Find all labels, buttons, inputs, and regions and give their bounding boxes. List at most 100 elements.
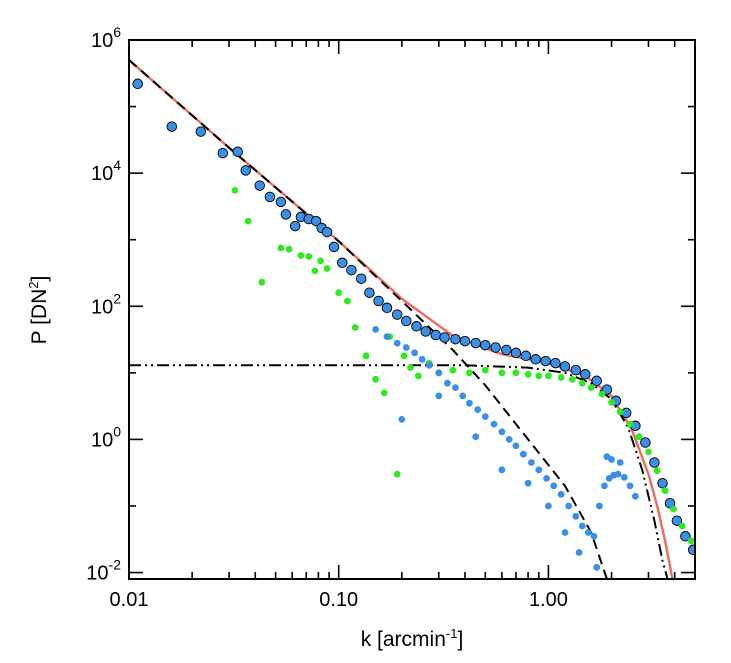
series-0-point-33 (490, 342, 501, 353)
series-1-point-42 (661, 487, 669, 494)
axes: 0.01 0.10 1.00 10-2 100 102 104 106 (86, 24, 696, 611)
series-0-point-27 (430, 329, 441, 341)
series-2-point-48 (616, 459, 624, 466)
series-1-point-31 (557, 374, 565, 381)
series-0-point-38 (540, 355, 551, 367)
series-1-point-3 (277, 244, 285, 252)
series-2-point-25 (572, 512, 580, 520)
series-2-point-41 (524, 479, 532, 487)
series-0-point-31 (470, 337, 481, 349)
series-0-point-40 (559, 361, 571, 372)
series-2-point-42 (545, 502, 552, 510)
series-1-point-34 (587, 384, 595, 391)
series-0-point-29 (450, 333, 461, 345)
series-0-point-2 (195, 126, 207, 137)
series-0-point-51 (664, 497, 676, 509)
x-tick-label-0: 0.01 (110, 589, 149, 611)
series-1-point-35 (598, 390, 606, 398)
series-0-point-7 (264, 191, 276, 203)
series-0-point-21 (373, 295, 384, 307)
series-0-point-25 (411, 321, 422, 332)
series-2-point-9 (452, 384, 459, 391)
series-2-point-36 (632, 492, 639, 500)
series-2-point-38 (435, 392, 443, 400)
series-2-point-40 (498, 466, 506, 474)
series-0-point-37 (530, 354, 541, 365)
series-1-point-13 (362, 352, 370, 360)
series-2-point-15 (498, 428, 506, 436)
series-0-point-17 (337, 257, 348, 269)
series-2-point-23 (557, 490, 565, 498)
series-0-point-1 (166, 121, 178, 132)
series-0-point-28 (439, 332, 450, 343)
y-axis-label: P [DN2] (26, 276, 51, 345)
series-1-point-40 (645, 448, 652, 456)
series-1-point-2 (258, 278, 266, 286)
series-2-point-34 (620, 473, 628, 481)
series-2-point-17 (512, 442, 520, 450)
series-1-point-43 (670, 505, 677, 513)
series-1-point-23 (449, 366, 457, 374)
series-1-point-30 (545, 372, 552, 380)
series-2-point-21 (543, 475, 550, 482)
series-2-point-0 (372, 326, 379, 333)
series-1-point-26 (498, 369, 506, 377)
series-0-point-13 (310, 215, 322, 227)
series-0-point-10 (289, 220, 301, 232)
series-1-point-39 (635, 433, 643, 441)
series-0-point-52 (671, 515, 683, 526)
series-1-point-1 (244, 217, 252, 225)
series-2-point-35 (626, 482, 634, 490)
series-0-point-15 (321, 226, 333, 238)
series-2-point-22 (550, 482, 558, 490)
series-1-point-9 (323, 265, 331, 272)
series-2-point-7 (435, 369, 443, 377)
series-0-point-26 (420, 326, 431, 337)
series-0-point-41 (570, 364, 582, 376)
series-0-point-24 (401, 315, 412, 327)
series-2-point-16 (505, 436, 513, 443)
series-1-point-11 (344, 297, 351, 305)
series-0-point-36 (520, 350, 532, 362)
series-2-point-12 (474, 406, 482, 413)
series-0-point-6 (254, 180, 265, 191)
data-points (132, 78, 695, 571)
line-0-solid (129, 59, 674, 579)
series-0-point-48 (640, 437, 651, 448)
series-0-point-50 (657, 477, 668, 489)
series-0-point-49 (649, 457, 660, 468)
series-0-point-4 (232, 146, 243, 157)
series-1-point-44 (678, 522, 686, 530)
series-1-point-25 (481, 366, 489, 374)
series-2-point-33 (614, 470, 622, 478)
series-0-point-42 (580, 369, 591, 380)
series-0-point-18 (346, 264, 357, 276)
series-1-point-10 (335, 289, 343, 297)
series-2-point-4 (411, 349, 418, 357)
series-1-point-36 (608, 399, 615, 406)
series-0-point-20 (364, 287, 375, 298)
series-0-point-32 (480, 339, 491, 351)
series-2-point-29 (596, 502, 603, 510)
series-2-point-37 (398, 416, 406, 423)
series-2-point-18 (520, 450, 527, 458)
series-2-point-47 (603, 453, 611, 461)
series-2-point-43 (561, 529, 569, 536)
y-tick-label-3: 104 (91, 157, 121, 185)
x-axis-label: k [arcmin-1] (361, 626, 464, 651)
line-1-dashed (129, 59, 608, 579)
series-2-point-1 (383, 333, 391, 340)
series-1-point-15 (380, 389, 388, 397)
series-0-point-9 (280, 209, 292, 220)
series-2-point-39 (472, 433, 480, 441)
series-1-point-4 (285, 245, 293, 253)
series-0-point-8 (275, 196, 287, 208)
series-2-point-5 (418, 355, 426, 363)
series-1-point-45 (687, 537, 695, 545)
series-2-point-8 (444, 379, 451, 387)
series-2-point-44 (575, 549, 583, 556)
series-0-point-39 (550, 357, 561, 369)
series-1-point-12 (351, 324, 359, 331)
series-1-point-5 (297, 252, 305, 259)
